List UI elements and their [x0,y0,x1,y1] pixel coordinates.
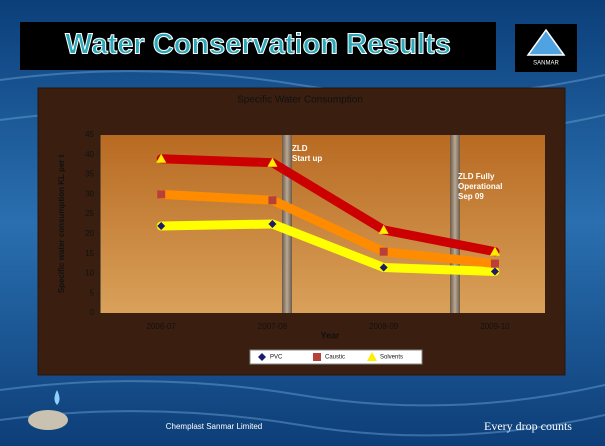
y-tick-label: 10 [85,269,94,278]
y-tick-label: 0 [90,308,95,317]
legend-label: Solvents [380,355,403,361]
chart-title: Specific Water Consumption [237,95,363,106]
y-tick-label: 40 [85,150,94,159]
y-tick-label: 30 [85,189,94,198]
legend-label: Caustic [325,355,345,361]
page: Water Conservation Results SANMAR Specif… [0,0,605,446]
annotation: Start up [292,154,322,163]
tagline: Every drop counts [484,419,572,433]
annotation: ZLD Fully [458,172,495,181]
x-tick-label: 2007-08 [258,322,288,331]
slide: Water Conservation Results SANMAR Specif… [0,0,605,446]
annotation: Operational [458,182,502,191]
x-tick-label: 2006-07 [147,322,177,331]
y-tick-label: 25 [85,209,94,218]
annotation: Sep 09 [458,192,484,201]
company: Chemplast Sanmar Limited [166,422,262,431]
y-tick-label: 20 [85,229,94,238]
y-tick-label: 5 [90,288,95,297]
y-tick-label: 15 [85,249,94,258]
annotation: ZLD [292,144,308,153]
y-tick-label: 35 [85,170,94,179]
y-tick-label: 45 [85,130,94,139]
marker [313,353,321,361]
x-axis-label: Year [320,330,340,340]
separator [450,135,460,313]
marker [491,260,499,268]
y-axis-label: Specific water consumption KL per t [57,154,66,293]
marker [157,190,165,198]
x-tick-label: 2009-10 [480,322,510,331]
slide-title: Water Conservation Results [65,29,451,61]
logo-text: SANMAR [533,61,559,67]
legend-label: PVC [270,355,283,361]
marker [380,248,388,256]
x-tick-label: 2008-09 [369,322,399,331]
marker [268,196,276,204]
